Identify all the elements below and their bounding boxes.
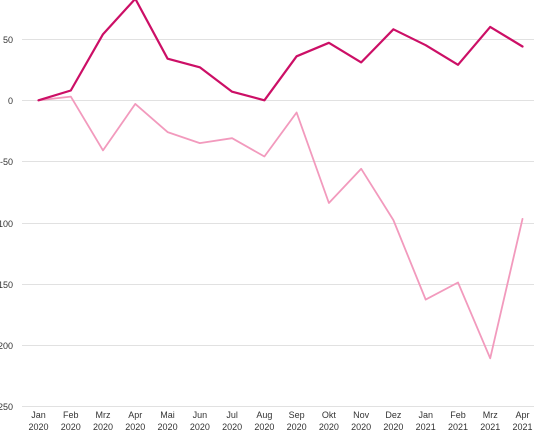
x-tick-label: Dez 2020: [383, 410, 403, 432]
x-axis: Jan 2020 Feb 2020 Mrz 2020 Apr 2020 Mai 2020 Jun 20…: [28, 410, 532, 432]
x-tick-label: Nov 2020: [351, 410, 371, 432]
y-tick-label: 0: [8, 96, 13, 106]
x-tick-label: Okt 2020: [319, 410, 339, 432]
y-tick-label: -250: [0, 402, 13, 412]
x-tick-label: Mrz 2020: [93, 410, 113, 432]
x-tick-label: Jul 2020: [222, 410, 242, 432]
x-tick-label: Apr 2021: [512, 410, 532, 432]
x-tick-label: Mai 2020: [158, 410, 178, 432]
y-tick-label: -50: [0, 157, 13, 167]
series-lines: [37, 0, 524, 360]
x-tick-label: Jan 2020: [28, 410, 48, 432]
x-tick-label: Aug 2020: [254, 410, 274, 432]
series-line-2: [37, 95, 524, 360]
y-tick-label: 50: [3, 35, 13, 45]
x-tick-label: Jun 2020: [190, 410, 210, 432]
x-tick-label: Feb 2021: [448, 410, 468, 432]
x-tick-label: Jan 2021: [416, 410, 436, 432]
x-tick-label: Feb 2020: [61, 410, 81, 432]
x-tick-label: Apr 2020: [125, 410, 145, 432]
x-tick-label: Sep 2020: [287, 410, 307, 432]
y-tick-label: -100: [0, 219, 13, 229]
y-axis: 50 0 -50 -100 -150 -200 -250: [0, 35, 13, 412]
x-tick-label: Mrz 2021: [480, 410, 500, 432]
y-tick-label: -200: [0, 341, 13, 351]
grid: [22, 39, 534, 407]
y-tick-label: -150: [0, 280, 13, 290]
series-line-1: [37, 0, 524, 102]
